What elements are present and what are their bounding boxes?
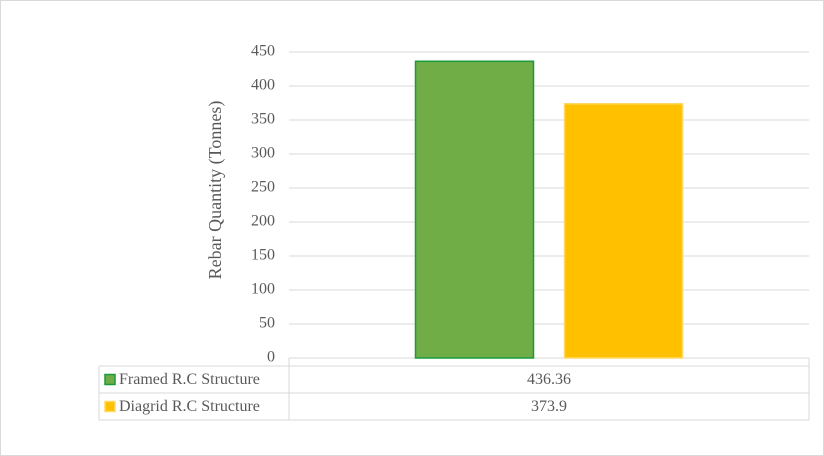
legend-label: Diagrid R.C Structure	[119, 398, 260, 415]
legend-key	[104, 400, 116, 413]
y-tick-label: 300	[251, 145, 275, 162]
y-axis-title: Rebar Quantity (Tonnes)	[205, 101, 226, 280]
bar	[414, 60, 535, 359]
y-tick-label: 150	[251, 247, 275, 264]
legend-label: Framed R.C Structure	[119, 371, 260, 388]
table-value: 436.36	[527, 371, 571, 388]
legend-key	[104, 373, 116, 386]
y-tick-label: 400	[251, 77, 275, 94]
y-tick-label: 350	[251, 111, 275, 128]
y-tick-label: 200	[251, 213, 275, 230]
y-tick-label: 450	[251, 43, 275, 60]
y-tick-label: 50	[259, 315, 275, 332]
y-tick-label: 250	[251, 179, 275, 196]
table-value: 373.9	[531, 398, 567, 415]
bar	[563, 102, 684, 359]
y-tick-label: 0	[267, 349, 275, 366]
y-tick-label: 100	[251, 281, 275, 298]
